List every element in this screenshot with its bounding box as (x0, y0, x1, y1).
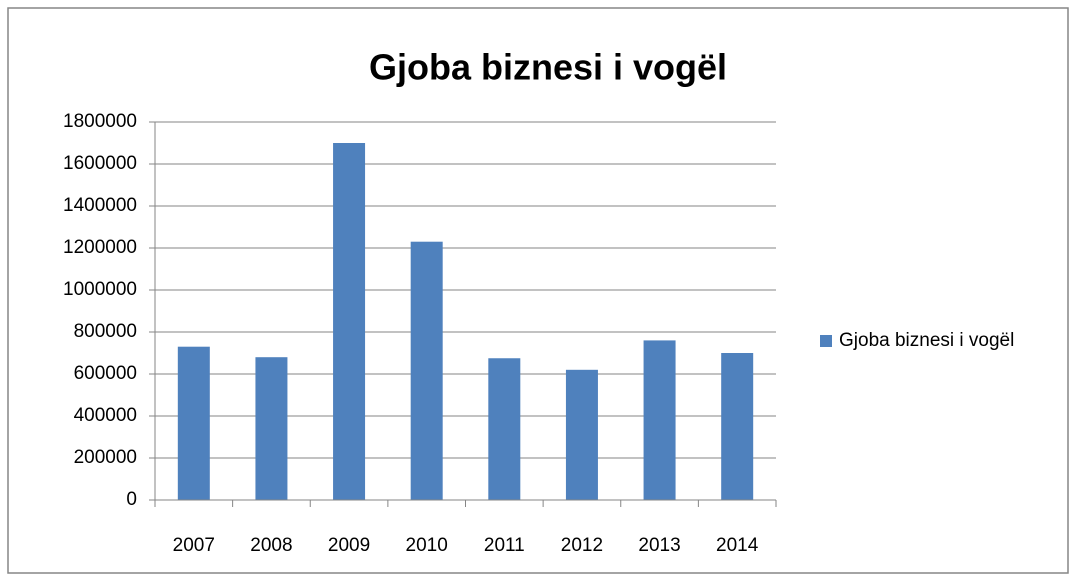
bar (410, 241, 443, 500)
chart-title: Gjoba biznesi i vogël (369, 47, 727, 88)
bar (643, 340, 676, 500)
y-tick-label: 1200000 (63, 237, 137, 258)
y-tick-label: 1400000 (63, 195, 137, 216)
x-tick-label: 2011 (484, 535, 525, 556)
y-tick-label: 400000 (74, 405, 137, 426)
y-tick-label: 0 (126, 489, 137, 510)
bar (333, 143, 366, 500)
x-tick-label: 2013 (638, 535, 680, 556)
x-tick-label: 2007 (173, 535, 215, 556)
legend-swatch (820, 335, 832, 347)
y-tick-label: 1600000 (63, 153, 137, 174)
y-tick-label: 200000 (74, 447, 137, 468)
y-tick-label: 1800000 (63, 111, 137, 132)
y-tick-label: 800000 (74, 321, 137, 342)
bar (177, 346, 210, 500)
x-tick-label: 2012 (561, 535, 603, 556)
bar (255, 357, 288, 500)
x-tick-label: 2009 (328, 535, 370, 556)
y-tick-label: 600000 (74, 363, 137, 384)
bar (565, 369, 598, 500)
bar (721, 353, 754, 500)
x-tick-label: 2008 (250, 535, 292, 556)
legend-label: Gjoba biznesi i vogël (839, 330, 1014, 351)
x-tick-label: 2014 (716, 535, 759, 556)
bar (488, 358, 521, 500)
x-tick-label: 2010 (406, 535, 448, 556)
y-tick-label: 1000000 (63, 279, 137, 300)
